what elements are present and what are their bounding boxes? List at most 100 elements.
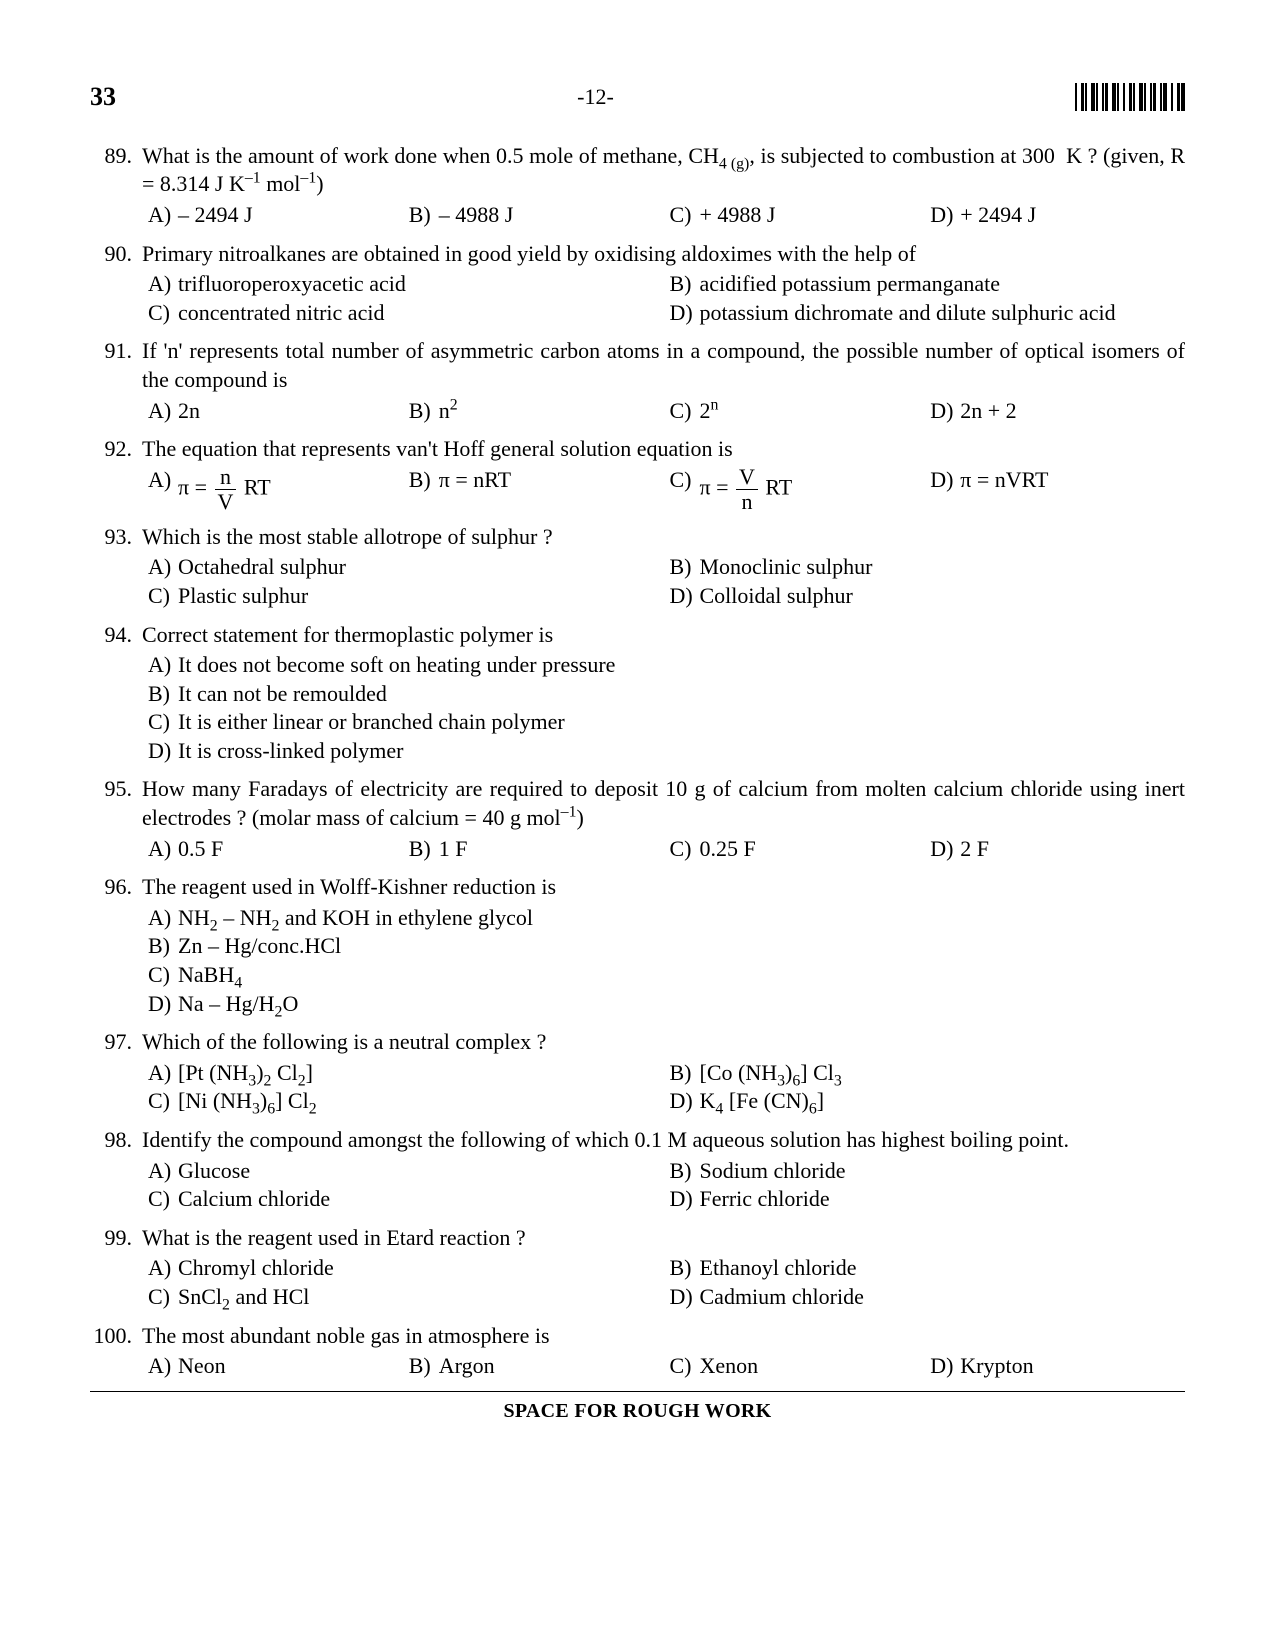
question-body: Correct statement for thermoplastic poly…	[142, 621, 1185, 766]
question: 90.Primary nitroalkanes are obtained in …	[90, 240, 1185, 328]
option-text: It is cross-linked polymer	[178, 737, 1175, 766]
option: D)potassium dichromate and dilute sulphu…	[664, 299, 1186, 328]
option-label: A)	[142, 466, 178, 513]
option-label: C)	[664, 466, 700, 513]
option-text: 1 F	[439, 835, 654, 864]
option: B)It can not be remoulded	[142, 680, 1185, 709]
page-header: 33 -12-	[90, 80, 1185, 114]
option-text: π = nVRT	[960, 466, 1175, 513]
question-number: 97.	[90, 1028, 142, 1116]
option: D)Cadmium chloride	[664, 1283, 1186, 1312]
option: C)NaBH4	[142, 961, 1185, 990]
question: 89.What is the amount of work done when …	[90, 142, 1185, 230]
rough-work-label: SPACE FOR ROUGH WORK	[90, 1398, 1185, 1424]
option-label: A)	[142, 1157, 178, 1186]
option-label: C)	[664, 1352, 700, 1381]
question: 100.The most abundant noble gas in atmos…	[90, 1322, 1185, 1381]
question-body: The reagent used in Wolff-Kishner reduct…	[142, 873, 1185, 1018]
barcode	[1075, 83, 1185, 111]
option-label: C)	[142, 1087, 178, 1116]
option-label: A)	[142, 201, 178, 230]
option-label: B)	[403, 1352, 439, 1381]
question-body: What is the reagent used in Etard reacti…	[142, 1224, 1185, 1312]
option-text: Monoclinic sulphur	[700, 553, 1176, 582]
option-label: C)	[142, 299, 178, 328]
option: B)Argon	[403, 1352, 664, 1381]
option-label: B)	[664, 1157, 700, 1186]
question-text: Primary nitroalkanes are obtained in goo…	[142, 240, 1185, 269]
options-row: A)– 2494 JB)– 4988 JC)+ 4988 JD)+ 2494 J	[142, 201, 1185, 230]
option-label: D)	[924, 201, 960, 230]
question: 92.The equation that represents van't Ho…	[90, 435, 1185, 513]
option: C)[Ni (NH3)6] Cl2	[142, 1087, 664, 1116]
option: B)[Co (NH3)6] Cl3	[664, 1059, 1186, 1088]
option-label: A)	[142, 651, 178, 680]
question-number: 98.	[90, 1126, 142, 1214]
option-text: [Co (NH3)6] Cl3	[700, 1059, 1176, 1088]
option: D)K4 [Fe (CN)6]	[664, 1087, 1186, 1116]
question: 96.The reagent used in Wolff-Kishner red…	[90, 873, 1185, 1018]
option-text: Cadmium chloride	[700, 1283, 1176, 1312]
question-text: If 'n' represents total number of asymme…	[142, 337, 1185, 394]
option: C)π = Vn RT	[664, 466, 925, 513]
option-label: B)	[142, 932, 178, 961]
question-body: The equation that represents van't Hoff …	[142, 435, 1185, 513]
option: D)Colloidal sulphur	[664, 582, 1186, 611]
question-text: What is the amount of work done when 0.5…	[142, 142, 1185, 199]
option: C)Plastic sulphur	[142, 582, 664, 611]
option: D)π = nVRT	[924, 466, 1185, 513]
question: 99.What is the reagent used in Etard rea…	[90, 1224, 1185, 1312]
question: 94.Correct statement for thermoplastic p…	[90, 621, 1185, 766]
option: C)SnCl2 and HCl	[142, 1283, 664, 1312]
option-text: – 4988 J	[439, 201, 654, 230]
option-label: D)	[664, 1087, 700, 1116]
option-text: Na – Hg/H2O	[178, 990, 1175, 1019]
option: B)Monoclinic sulphur	[664, 553, 1186, 582]
question-text: The reagent used in Wolff-Kishner reduct…	[142, 873, 1185, 902]
options-row: A)π = nV RTB)π = nRTC)π = Vn RTD)π = nVR…	[142, 466, 1185, 513]
question-number: 99.	[90, 1224, 142, 1312]
option-text: Glucose	[178, 1157, 654, 1186]
option-label: A)	[142, 904, 178, 933]
question-number: 92.	[90, 435, 142, 513]
options-row: A)2nB)n2C)2nD)2n + 2	[142, 397, 1185, 426]
option-label: D)	[924, 397, 960, 426]
question-text: Which is the most stable allotrope of su…	[142, 523, 1185, 552]
option: D)2 F	[924, 835, 1185, 864]
option: A)trifluoroperoxyacetic acid	[142, 270, 664, 299]
question-text: The equation that represents van't Hoff …	[142, 435, 1185, 464]
options-row: A)NeonB)ArgonC)XenonD)Krypton	[142, 1352, 1185, 1381]
option-label: C)	[142, 708, 178, 737]
question-text: Correct statement for thermoplastic poly…	[142, 621, 1185, 650]
option-label: A)	[142, 553, 178, 582]
option-label: C)	[664, 835, 700, 864]
option: C)0.25 F	[664, 835, 925, 864]
questions-list: 89.What is the amount of work done when …	[90, 142, 1185, 1381]
option-label: B)	[403, 466, 439, 513]
question-number: 93.	[90, 523, 142, 611]
question: 98.Identify the compound amongst the fol…	[90, 1126, 1185, 1214]
option-text: It does not become soft on heating under…	[178, 651, 1175, 680]
option: A)Neon	[142, 1352, 403, 1381]
option-label: A)	[142, 270, 178, 299]
option-text: potassium dichromate and dilute sulphuri…	[700, 299, 1176, 328]
option: B)Sodium chloride	[664, 1157, 1186, 1186]
question: 95.How many Faradays of electricity are …	[90, 775, 1185, 863]
option-label: C)	[664, 397, 700, 426]
option: A)[Pt (NH3)2 Cl2]	[142, 1059, 664, 1088]
option: A)0.5 F	[142, 835, 403, 864]
option-text: Octahedral sulphur	[178, 553, 654, 582]
option: D)+ 2494 J	[924, 201, 1185, 230]
option: D)Ferric chloride	[664, 1185, 1186, 1214]
question-text: Which of the following is a neutral comp…	[142, 1028, 1185, 1057]
question-body: Which is the most stable allotrope of su…	[142, 523, 1185, 611]
option: A)Glucose	[142, 1157, 664, 1186]
option: B)acidified potassium permanganate	[664, 270, 1186, 299]
option: A)2n	[142, 397, 403, 426]
option-text: Neon	[178, 1352, 393, 1381]
question-text: Identify the compound amongst the follow…	[142, 1126, 1185, 1155]
option-text: 2n	[178, 397, 393, 426]
option: B)Ethanoyl chloride	[664, 1254, 1186, 1283]
option-text: K4 [Fe (CN)6]	[700, 1087, 1176, 1116]
option: D)Krypton	[924, 1352, 1185, 1381]
